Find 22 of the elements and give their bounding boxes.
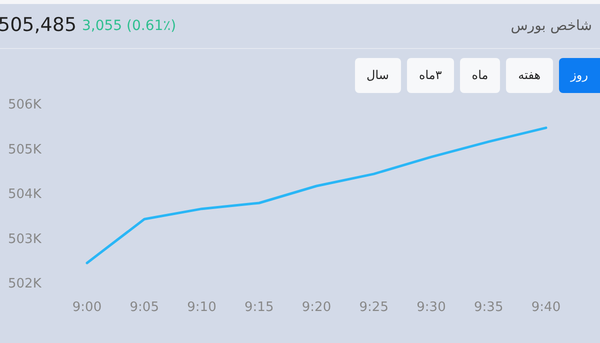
y-tick-label: 502K [8,276,42,292]
x-tick-label: 9:10 [187,300,216,315]
x-tick-label: 9:40 [531,300,561,315]
tab-button: هفته [506,58,553,93]
x-tick-label: 9:25 [359,300,388,315]
tab-button: ماه [460,58,500,93]
y-tick-label: 503K [8,232,42,247]
y-tick-label: 504K [8,187,42,202]
x-tick-label: 9:00 [72,300,102,315]
tab-button: ۳ماه [406,58,454,93]
x-tick-label: 9:05 [130,300,159,315]
x-tick-label: 9:35 [474,300,504,315]
tab-button: روز [558,58,600,93]
x-tick-label: 9:30 [416,300,446,315]
x-tick-label: 9:20 [302,300,332,315]
line-series [86,126,548,264]
y-tick-label: 505K [8,142,42,158]
y-tick-label: 506K [8,98,42,112]
chart-title: شاخص بورس [510,18,592,34]
text: 3,055 (0.61٪) [82,18,176,34]
x-tick-label: 9:15 [244,300,274,315]
tab-button: سال [354,58,401,93]
